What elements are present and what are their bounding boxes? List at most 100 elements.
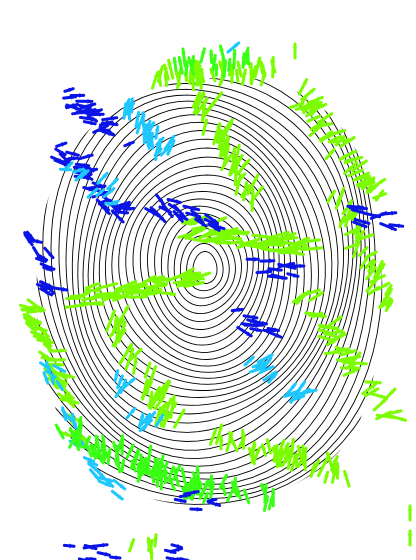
orientation-arrow-icon — [261, 443, 267, 457]
orientation-arrow-icon — [354, 224, 363, 240]
orientation-arrow-icon — [161, 202, 174, 218]
orientation-arrow-icon — [350, 208, 366, 215]
orientation-arrow-icon — [296, 444, 304, 464]
orientation-arrow-icon — [154, 406, 163, 426]
orientation-arrow-icon — [356, 180, 370, 188]
orientation-arrow-icon — [330, 455, 339, 471]
orientation-arrow-icon — [136, 466, 146, 483]
orientation-arrow-icon — [194, 62, 200, 80]
orientation-arrow-icon — [163, 469, 168, 485]
orientation-arrow-icon — [206, 234, 224, 242]
orientation-arrow-icon — [91, 181, 106, 189]
orientation-arrow-icon — [285, 382, 297, 397]
orientation-arrow-icon — [104, 201, 118, 206]
orientation-arrow-icon — [249, 327, 263, 333]
orientation-arrow-icon — [84, 287, 102, 293]
orientation-arrow-icon — [246, 173, 260, 196]
orientation-arrow-icon — [344, 228, 357, 237]
orientation-arrow-icon — [189, 506, 203, 512]
orientation-arrow-icon — [255, 269, 273, 275]
orientation-arrow-icon — [290, 452, 298, 472]
orientation-arrow-icon — [358, 233, 375, 241]
orientation-arrow-icon — [79, 300, 102, 307]
orientation-arrow-icon — [106, 447, 112, 465]
orientation-arrow-icon — [157, 454, 165, 473]
orientation-arrow-icon — [81, 108, 97, 115]
orientation-arrow-icon — [236, 325, 253, 338]
orientation-arrow-icon — [58, 371, 76, 379]
orientation-arrow-icon — [169, 394, 176, 419]
orientation-arrow-icon — [50, 373, 55, 385]
orientation-arrow-icon — [267, 494, 275, 511]
orientation-arrow-icon — [316, 457, 329, 478]
orientation-arrow-icon — [191, 91, 202, 109]
orientation-arrow-icon — [52, 286, 69, 292]
orientation-arrow-icon — [84, 282, 101, 290]
orientation-arrow-icon — [39, 361, 51, 371]
orientation-arrow-icon — [30, 330, 44, 337]
orientation-arrow-icon — [324, 147, 336, 161]
orientation-arrow-icon — [243, 355, 255, 367]
orientation-arrow-icon — [54, 147, 67, 157]
orientation-arrow-icon — [129, 97, 135, 114]
orientation-arrow-icon — [242, 314, 259, 320]
orientation-arrow-icon — [353, 217, 371, 225]
orientation-arrow-icon — [351, 159, 368, 172]
orientation-arrow-icon — [70, 417, 78, 430]
orientation-arrow-icon — [370, 392, 387, 399]
orientation-arrow-icon — [343, 155, 364, 165]
orientation-arrow-icon — [347, 168, 364, 178]
orientation-arrow-icon — [252, 446, 261, 463]
orientation-arrow-icon — [379, 294, 389, 308]
orientation-arrow-icon — [286, 272, 300, 278]
orientation-arrow-icon — [291, 292, 307, 304]
orientation-arrow-icon — [111, 328, 127, 348]
orientation-arrow-icon — [367, 260, 377, 273]
orientation-arrow-icon — [95, 198, 110, 212]
orientation-arrow-icon — [62, 94, 77, 100]
orientation-arrow-icon — [231, 146, 237, 163]
orientation-arrow-icon — [87, 459, 99, 467]
orientation-arrow-icon — [265, 438, 272, 455]
orientation-arrow-icon — [190, 209, 204, 223]
orientation-arrow-icon — [150, 71, 159, 90]
orientation-arrow-icon — [203, 217, 220, 227]
orientation-arrow-icon — [272, 240, 296, 246]
orientation-arrow-icon — [128, 538, 135, 553]
ridge-line — [36, 77, 383, 505]
orientation-arrow-icon — [76, 416, 83, 438]
orientation-arrow-icon — [89, 468, 100, 481]
orientation-arrow-icon — [239, 184, 251, 198]
orientation-arrow-icon — [172, 204, 186, 219]
orientation-arrow-icon — [172, 210, 184, 223]
orientation-arrow-icon — [173, 408, 186, 429]
orientation-arrow-icon — [249, 443, 257, 458]
orientation-arrow-icon — [349, 206, 368, 211]
orientation-arrow-icon — [379, 222, 397, 232]
orientation-arrow-icon — [302, 451, 308, 472]
orientation-arrow-icon — [43, 246, 55, 260]
orientation-arrow-icon — [188, 276, 205, 282]
orientation-arrow-icon — [209, 224, 226, 231]
orientation-arrow-icon — [260, 356, 273, 373]
orientation-arrow-icon — [226, 41, 241, 54]
orientation-arrow-icon — [141, 127, 147, 145]
orientation-arrow-icon — [312, 459, 321, 474]
orientation-arrow-icon — [167, 58, 175, 80]
orientation-arrow-icon — [106, 177, 119, 191]
orientation-arrow-icon — [35, 257, 47, 263]
orientation-arrow-icon — [126, 109, 132, 121]
orientation-arrow-icon — [282, 250, 305, 256]
orientation-arrow-icon — [164, 548, 177, 554]
orientation-arrow-icon — [157, 65, 164, 83]
orientation-arrow-icon — [292, 42, 298, 60]
orientation-arrow-icon — [96, 171, 109, 185]
orientation-arrow-icon — [270, 59, 277, 74]
orientation-arrow-icon — [384, 284, 393, 296]
orientation-arrow-icon — [354, 229, 366, 243]
orientation-arrow-icon — [116, 374, 124, 390]
orientation-arrow-icon — [227, 57, 232, 72]
orientation-arrow-icon — [109, 555, 122, 560]
orientation-arrow-icon — [72, 290, 91, 300]
orientation-arrow-icon — [36, 338, 55, 345]
